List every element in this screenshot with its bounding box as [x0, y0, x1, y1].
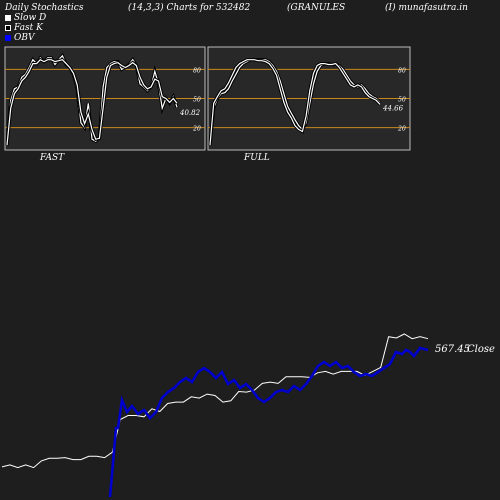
- legend-fast-k-label: Fast K: [14, 23, 43, 33]
- obv-line: [108, 346, 429, 498]
- fast-series-slow-d: [6, 58, 178, 146]
- legend-obv-label: OBV: [14, 33, 35, 43]
- full-last-value-label: 44.66: [382, 104, 404, 112]
- fast-panel-title: FAST: [39, 153, 65, 163]
- full-tick-label-20: 20: [397, 126, 406, 133]
- full-tick-label-80: 80: [398, 67, 406, 74]
- close-price-line: [1, 333, 429, 469]
- close-label: Close: [467, 344, 495, 355]
- chart-title: Daily Stochastics: [5, 3, 84, 13]
- chart-params: (14,3,3) Charts for 532482: [128, 3, 251, 13]
- fast-k-swatch: [5, 25, 11, 31]
- legend-fast-k: Fast K: [5, 23, 43, 33]
- full-series-fast-k: [209, 59, 381, 146]
- legend-slow-d-label: Slow D: [14, 13, 47, 23]
- close-last-value-label: 567.45: [435, 344, 470, 355]
- obv-swatch: [5, 35, 11, 41]
- full-tick-label-50: 50: [398, 97, 406, 104]
- full-panel-title: FULL: [243, 153, 270, 163]
- full-series-slow-d: [209, 59, 381, 146]
- source-label: (I) munafasutra.in: [385, 3, 468, 13]
- fast-tick-label-80: 80: [193, 67, 201, 74]
- legend-slow-d: Slow D: [5, 13, 46, 23]
- fast-last-value-label: 40.82: [179, 109, 201, 117]
- fast-tick-label-20: 20: [192, 126, 201, 133]
- slow-d-swatch: [5, 15, 11, 21]
- fast-tick-label-50: 50: [193, 97, 201, 104]
- legend-obv: OBV: [5, 33, 35, 43]
- company-label: (GRANULES: [287, 3, 346, 13]
